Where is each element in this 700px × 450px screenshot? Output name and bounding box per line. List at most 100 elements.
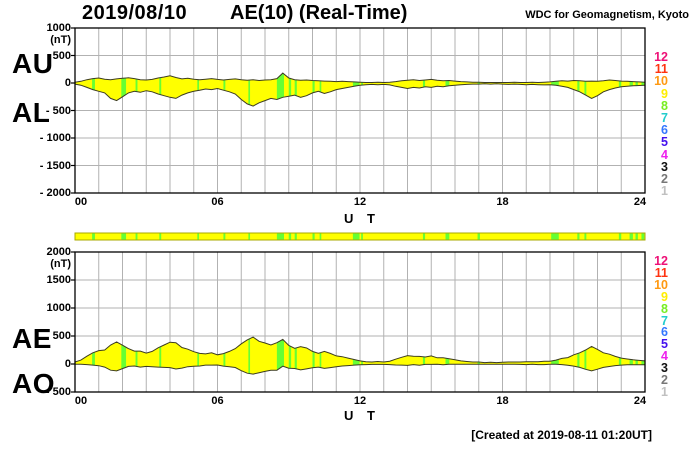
station-count-bar: [74, 232, 646, 241]
station-count-8: 8: [661, 302, 668, 316]
y-tick-label: - 500: [45, 386, 71, 398]
low-station-stripe: [422, 233, 426, 240]
low-station-stripe: [445, 337, 450, 375]
low-station-stripe: [445, 233, 450, 240]
low-station-stripe: [135, 337, 138, 375]
y-axis-unit: (nT): [50, 258, 71, 270]
low-station-stripe: [223, 73, 226, 107]
low-station-stripe: [288, 337, 292, 375]
low-station-stripe: [92, 233, 95, 240]
station-count-11: 11: [654, 266, 668, 280]
low-station-stripe: [92, 337, 95, 375]
low-station-stripe: [584, 73, 587, 107]
y-tick-label: 1500: [46, 274, 71, 286]
plot-title: AE(10) (Real-Time): [230, 2, 408, 24]
y-tick-label: - 1500: [39, 159, 71, 172]
trace-ae: [74, 336, 646, 364]
low-station-stripe: [584, 337, 587, 375]
station-count-9: 9: [661, 87, 668, 101]
low-station-stripe: [276, 73, 284, 107]
low-station-stripe: [248, 233, 251, 240]
low-station-stripe: [294, 73, 297, 107]
station-count-12: 12: [654, 50, 668, 64]
y-tick-label: 0: [64, 358, 71, 370]
y-tick-label: 1000: [46, 22, 71, 34]
low-station-stripe: [312, 73, 315, 107]
x-tick-label: 00: [74, 395, 88, 407]
station-count-7: 7: [661, 314, 668, 328]
low-station-stripe: [641, 337, 645, 375]
station-count-1: 1: [661, 385, 668, 399]
low-station-stripe: [577, 73, 580, 107]
station-count-12: 12: [654, 254, 668, 268]
y-tick-label: - 500: [45, 104, 71, 117]
trace-ao: [74, 363, 645, 375]
y-tick-label: 1000: [46, 302, 71, 314]
series-label-al: AL: [12, 97, 51, 128]
station-count-9: 9: [661, 290, 668, 304]
station-count-3: 3: [661, 160, 668, 174]
trace-al: [74, 83, 646, 107]
y-tick-label: 0: [64, 77, 71, 89]
station-count-4: 4: [661, 148, 668, 162]
y-tick-label: - 1000: [39, 132, 71, 144]
station-count-2: 2: [661, 172, 668, 186]
low-station-stripe: [159, 73, 162, 107]
x-tick-label: 06: [211, 395, 224, 407]
panel-frame: [74, 251, 646, 393]
x-tick-label: 00: [74, 196, 88, 208]
low-station-stripe: [584, 233, 587, 240]
low-station-stripe: [223, 233, 226, 240]
low-station-stripe: [197, 233, 199, 240]
station-count-7: 7: [661, 111, 668, 125]
low-station-stripe: [294, 337, 297, 375]
series-label-ae: AE: [12, 323, 52, 354]
low-station-stripe: [135, 73, 138, 107]
low-station-stripe: [121, 337, 127, 375]
low-station-stripe: [551, 337, 559, 375]
x-tick-label: 24: [633, 196, 647, 208]
created-timestamp: [Created at 2019-08-11 01:20UT]: [471, 428, 652, 442]
low-station-stripe: [352, 233, 360, 240]
low-station-stripe: [197, 73, 199, 107]
low-station-stripe: [197, 337, 199, 375]
station-count-6: 6: [661, 325, 668, 339]
low-station-stripe: [159, 233, 162, 240]
area-fill: [75, 73, 645, 107]
low-station-stripe: [121, 73, 127, 107]
low-station-stripe: [352, 337, 360, 375]
low-station-stripe: [121, 233, 127, 240]
y-tick-label: 500: [52, 49, 71, 62]
low-station-stripe: [248, 73, 251, 107]
x-tick-label: 18: [496, 196, 509, 208]
low-station-stripe: [635, 233, 638, 240]
trace-au: [74, 72, 646, 84]
station-count-2: 2: [661, 373, 668, 387]
low-station-stripe: [312, 337, 315, 375]
station-count-3: 3: [661, 361, 668, 375]
low-station-stripe: [577, 337, 580, 375]
low-station-stripe: [223, 337, 226, 375]
low-station-stripe: [422, 337, 426, 375]
low-station-stripe: [159, 337, 162, 375]
low-station-stripe: [477, 233, 480, 240]
low-station-stripe: [551, 233, 559, 240]
low-station-stripe: [319, 337, 322, 375]
low-station-stripe: [288, 73, 292, 107]
station-count-5: 5: [661, 135, 668, 149]
station-count-1: 1: [661, 184, 668, 198]
low-station-stripe: [294, 233, 297, 240]
series-label-au: AU: [12, 48, 54, 79]
station-count-10: 10: [654, 74, 668, 88]
station-count-4: 4: [661, 349, 668, 363]
low-station-stripe: [641, 233, 645, 240]
low-station-stripe: [288, 233, 292, 240]
low-station-stripe: [276, 233, 284, 240]
plot-date: 2019/08/10: [82, 2, 188, 24]
low-station-stripe: [618, 233, 622, 240]
station-count-8: 8: [661, 99, 668, 113]
x-axis-title-bottom: U T: [344, 408, 380, 423]
low-station-stripe: [629, 233, 633, 240]
low-station-stripe: [577, 233, 580, 240]
